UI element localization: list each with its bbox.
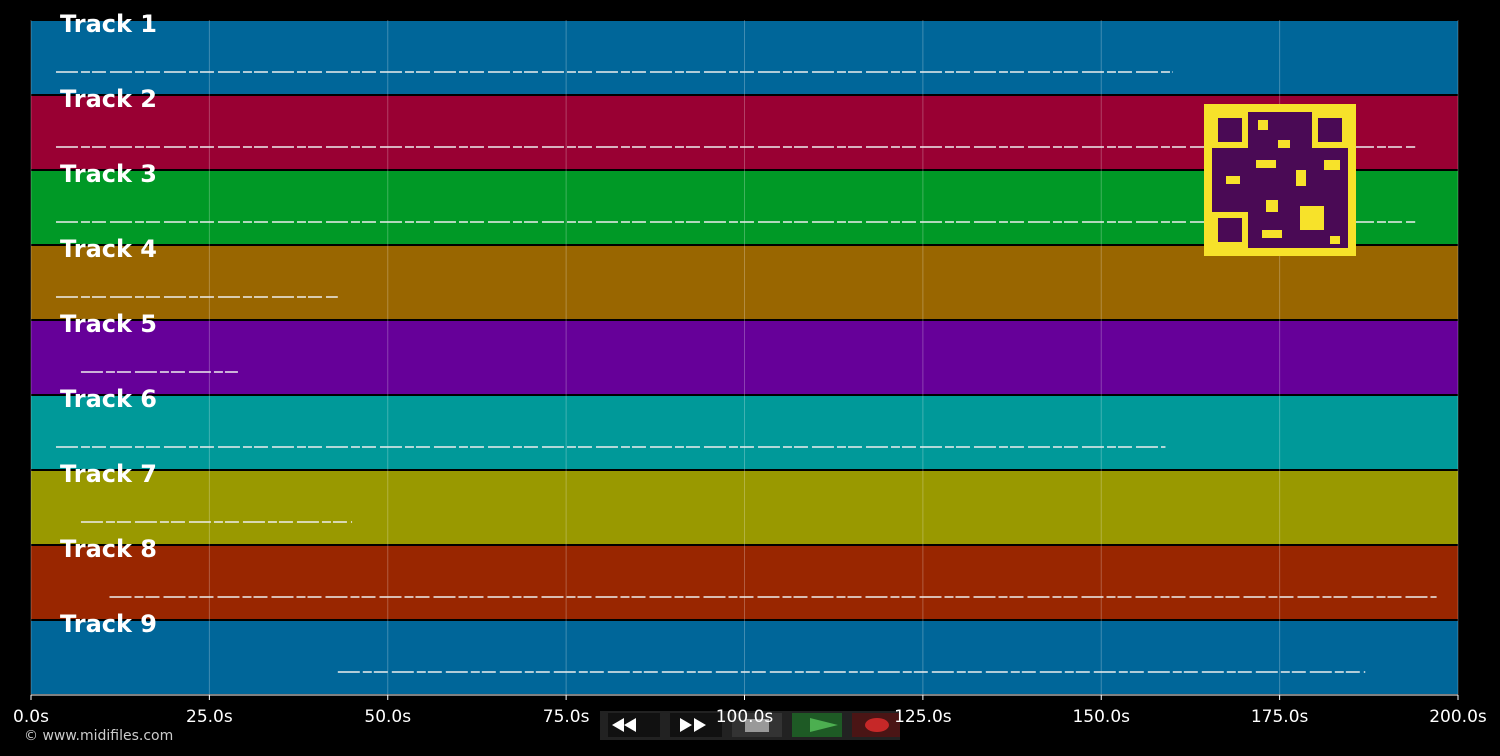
x-tick-label: 50.0s bbox=[364, 707, 411, 727]
x-tick-label: 200.0s bbox=[1429, 707, 1487, 727]
track-lane bbox=[31, 21, 1458, 94]
track-name: Track 4 bbox=[60, 235, 157, 263]
record-button[interactable] bbox=[852, 713, 900, 737]
grid bbox=[30, 20, 1459, 695]
play-button[interactable] bbox=[792, 713, 842, 737]
track-name: Track 8 bbox=[60, 535, 157, 563]
x-tick-label: 150.0s bbox=[1072, 707, 1130, 727]
track-name: Track 9 bbox=[60, 610, 157, 638]
track-lane bbox=[31, 396, 1458, 469]
track-name: Track 6 bbox=[60, 385, 157, 413]
forward-button[interactable] bbox=[670, 713, 722, 737]
labels: Track 1 Track 2 Track 3 Track 4 Track 5 Track… bbox=[60, 10, 157, 638]
x-tick-label: 75.0s bbox=[543, 707, 590, 727]
track-lane bbox=[31, 621, 1458, 694]
track-lane bbox=[31, 471, 1458, 544]
track-name: Track 1 bbox=[60, 10, 157, 38]
transport-controls bbox=[600, 711, 900, 740]
stop-button[interactable] bbox=[732, 713, 782, 737]
qr-code bbox=[1204, 104, 1356, 256]
track-lane bbox=[31, 246, 1458, 319]
x-tick-label: 175.0s bbox=[1251, 707, 1309, 727]
track-lane bbox=[31, 546, 1458, 619]
x-tick-label: 25.0s bbox=[186, 707, 233, 727]
x-tick-label: 0.0s bbox=[13, 707, 49, 727]
time-axis: 0.0s 25.0s 50.0s 75.0s 100.0s 125.0s 150.0s 175… bbox=[13, 694, 1487, 727]
track-name: Track 3 bbox=[60, 160, 157, 188]
x-tick-label: 125.0s bbox=[894, 707, 952, 727]
x-tick-label: 100.0s bbox=[716, 707, 774, 727]
rewind-button[interactable] bbox=[608, 713, 660, 737]
footer: © www.midifiles.com bbox=[24, 728, 173, 744]
track-name: Track 5 bbox=[60, 310, 157, 338]
track-name: Track 2 bbox=[60, 85, 157, 113]
track-name: Track 7 bbox=[60, 460, 157, 488]
track-lane bbox=[31, 321, 1458, 394]
notes bbox=[55, 71, 1437, 673]
